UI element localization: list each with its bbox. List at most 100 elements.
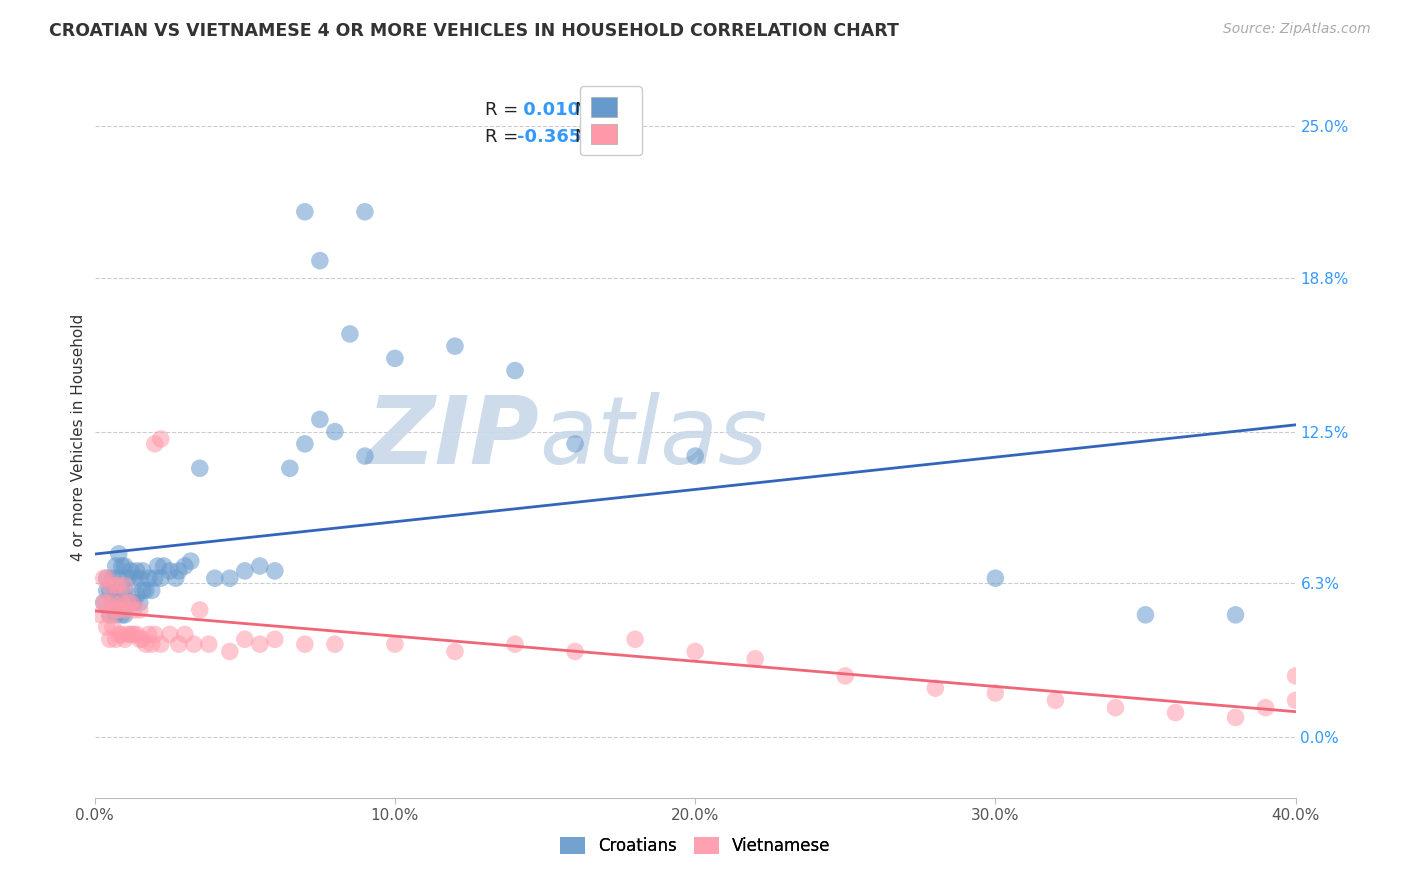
Vietnamese: [98, 632, 121, 647]
Vietnamese: [125, 627, 148, 641]
Text: Source: ZipAtlas.com: Source: ZipAtlas.com: [1223, 22, 1371, 37]
Vietnamese: [96, 571, 118, 585]
Croatians: [354, 449, 377, 463]
Croatians: [309, 412, 332, 426]
Vietnamese: [167, 637, 190, 651]
Vietnamese: [107, 627, 129, 641]
Vietnamese: [143, 627, 166, 641]
Vietnamese: [98, 578, 121, 592]
Croatians: [354, 204, 377, 219]
Vietnamese: [114, 632, 136, 647]
Croatians: [683, 449, 706, 463]
Vietnamese: [104, 603, 127, 617]
Vietnamese: [1045, 693, 1067, 707]
Croatians: [96, 583, 118, 598]
Croatians: [309, 253, 332, 268]
Croatians: [111, 583, 134, 598]
Vietnamese: [138, 627, 160, 641]
Croatians: [233, 564, 256, 578]
Vietnamese: [1225, 710, 1247, 724]
Croatians: [143, 571, 166, 585]
Croatians: [149, 571, 172, 585]
Vietnamese: [132, 632, 155, 647]
Croatians: [204, 571, 226, 585]
Vietnamese: [1284, 693, 1306, 707]
Croatians: [128, 571, 150, 585]
Vietnamese: [122, 603, 145, 617]
Vietnamese: [96, 596, 118, 610]
Croatians: [104, 559, 127, 574]
Vietnamese: [183, 637, 205, 651]
Croatians: [122, 596, 145, 610]
Vietnamese: [120, 627, 142, 641]
Croatians: [114, 559, 136, 574]
Croatians: [114, 583, 136, 598]
Croatians: [984, 571, 1007, 585]
Croatians: [120, 596, 142, 610]
Croatians: [104, 607, 127, 622]
Croatians: [125, 588, 148, 602]
Croatians: [98, 583, 121, 598]
Croatians: [128, 596, 150, 610]
Vietnamese: [93, 571, 115, 585]
Vietnamese: [683, 644, 706, 658]
Y-axis label: 4 or more Vehicles in Household: 4 or more Vehicles in Household: [72, 314, 86, 561]
Vietnamese: [323, 637, 346, 651]
Text: R =: R =: [485, 101, 519, 119]
Vietnamese: [1284, 669, 1306, 683]
Croatians: [165, 571, 187, 585]
Croatians: [98, 607, 121, 622]
Croatians: [294, 204, 316, 219]
Croatians: [180, 554, 202, 568]
Vietnamese: [128, 632, 150, 647]
Vietnamese: [249, 637, 271, 651]
Croatians: [167, 564, 190, 578]
Text: CROATIAN VS VIETNAMESE 4 OR MORE VEHICLES IN HOUSEHOLD CORRELATION CHART: CROATIAN VS VIETNAMESE 4 OR MORE VEHICLE…: [49, 22, 898, 40]
Vietnamese: [120, 596, 142, 610]
Vietnamese: [104, 632, 127, 647]
Vietnamese: [263, 632, 285, 647]
Vietnamese: [135, 637, 157, 651]
Croatians: [152, 559, 174, 574]
Vietnamese: [98, 607, 121, 622]
Text: 68: 68: [603, 101, 628, 119]
Croatians: [107, 571, 129, 585]
Croatians: [146, 559, 169, 574]
Vietnamese: [1164, 706, 1187, 720]
Croatians: [218, 571, 240, 585]
Croatians: [122, 571, 145, 585]
Croatians: [444, 339, 467, 353]
Vietnamese: [104, 578, 127, 592]
Vietnamese: [128, 603, 150, 617]
Vietnamese: [294, 637, 316, 651]
Vietnamese: [114, 578, 136, 592]
Croatians: [96, 571, 118, 585]
Croatians: [111, 559, 134, 574]
Croatians: [93, 596, 115, 610]
Croatians: [114, 607, 136, 622]
Vietnamese: [101, 596, 124, 610]
Croatians: [564, 437, 586, 451]
Text: N =: N =: [575, 128, 614, 145]
Text: ZIP: ZIP: [366, 392, 538, 483]
Vietnamese: [159, 627, 181, 641]
Vietnamese: [503, 637, 526, 651]
Croatians: [107, 596, 129, 610]
Croatians: [294, 437, 316, 451]
Text: -0.365: -0.365: [517, 128, 582, 145]
Vietnamese: [564, 644, 586, 658]
Croatians: [323, 425, 346, 439]
Vietnamese: [111, 596, 134, 610]
Croatians: [132, 583, 155, 598]
Croatians: [249, 559, 271, 574]
Croatians: [117, 571, 139, 585]
Croatians: [138, 571, 160, 585]
Croatians: [101, 596, 124, 610]
Croatians: [111, 607, 134, 622]
Vietnamese: [117, 627, 139, 641]
Vietnamese: [114, 603, 136, 617]
Croatians: [1135, 607, 1157, 622]
Vietnamese: [384, 637, 406, 651]
Text: N =: N =: [575, 101, 614, 119]
Vietnamese: [149, 637, 172, 651]
